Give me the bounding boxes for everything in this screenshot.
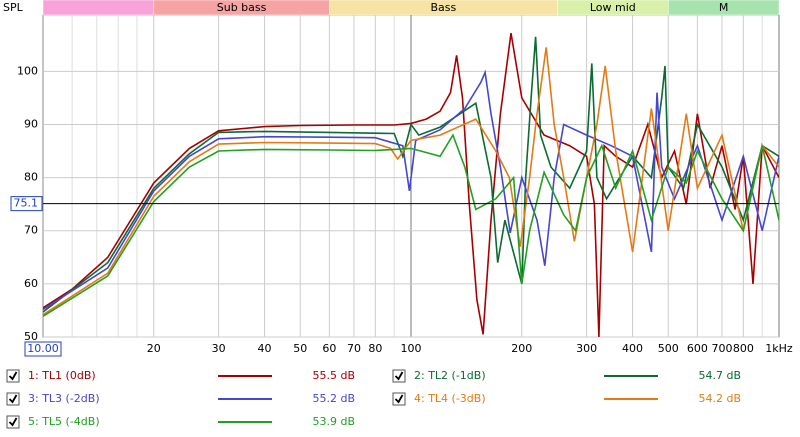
legend-name: 5: TL5 (-4dB) [28,415,100,428]
legend-checkbox[interactable] [6,415,20,429]
band [42,0,155,16]
legend-value: 55.2 dB [312,392,355,405]
cursor-y-box [10,196,43,212]
x-tick-label: 40 [258,342,272,355]
legend-check [394,394,404,404]
x-tick-label: 500 [658,342,679,355]
x-tick-label: 1kHz [765,342,793,355]
y-tick-label: 100 [17,64,38,77]
series-line [43,69,779,311]
cursor-y-label: 75.1 [14,197,39,210]
legend-item[interactable]: 3: TL3 (-2dB) 55.2 dB [6,392,355,406]
series-line [43,32,779,337]
legend-check [8,394,18,404]
legend-name: 3: TL3 (-2dB) [28,392,100,405]
band-label: Bass [431,1,457,14]
x-tick-label: 60 [322,342,336,355]
series-line [43,36,779,313]
x-tick-label: 300 [576,342,597,355]
legend-checkbox[interactable] [6,392,20,406]
x-tick-label: 400 [622,342,643,355]
legend-value: 53.9 dB [312,415,355,428]
cursor-x-label: 10.00 [27,342,59,355]
legend-value: 54.2 dB [698,392,741,405]
series-line [43,47,779,316]
legend-checkbox[interactable] [392,392,406,406]
band-label: M [719,1,729,14]
cursor-x-box [24,341,62,357]
x-tick-label: 600 [687,342,708,355]
legend-checkbox[interactable] [6,369,20,383]
series-line [43,133,779,317]
legend-check [394,371,404,381]
legend-name: 2: TL2 (-1dB) [414,369,486,382]
y-tick-label: 60 [24,277,38,290]
band-label: Low mid [590,1,636,14]
x-tick-label: 70 [347,342,361,355]
band-label: Sub bass [217,1,267,14]
band-bar: Sub bass Bass Low mid M [42,0,780,16]
x-tick-label: 20 [147,342,161,355]
legend-item[interactable]: 1: TL1 (0dB) 55.5 dB [6,369,355,383]
x-tick-label: 700 [711,342,732,355]
y-tick-label: 80 [24,171,38,184]
x-tick-label: 50 [293,342,307,355]
y-tick-label: 90 [24,117,38,130]
legend-value: 54.7 dB [698,369,741,382]
legend-check [8,417,18,427]
plot-lines [43,32,779,337]
band [667,0,780,16]
y-tick-label: 70 [24,224,38,237]
x-tick-label: 800 [733,342,754,355]
x-tick-label: 80 [368,342,382,355]
y-tick-label: 50 [24,330,38,343]
x-tick-label: 100 [401,342,422,355]
y-axis-label: SPL [3,1,24,14]
legend-name: 1: TL1 (0dB) [28,369,96,382]
legend-item[interactable]: 4: TL4 (-3dB) 54.2 dB [392,392,741,406]
legend-value: 55.5 dB [312,369,355,382]
legend-check [8,371,18,381]
legend-name: 4: TL4 (-3dB) [414,392,486,405]
x-tick-label: 30 [212,342,226,355]
legend-item[interactable]: 2: TL2 (-1dB) 54.7 dB [392,369,741,383]
x-tick-label: 200 [511,342,532,355]
legend-checkbox[interactable] [392,369,406,383]
legend-item[interactable]: 5: TL5 (-4dB) 53.9 dB [6,415,355,429]
